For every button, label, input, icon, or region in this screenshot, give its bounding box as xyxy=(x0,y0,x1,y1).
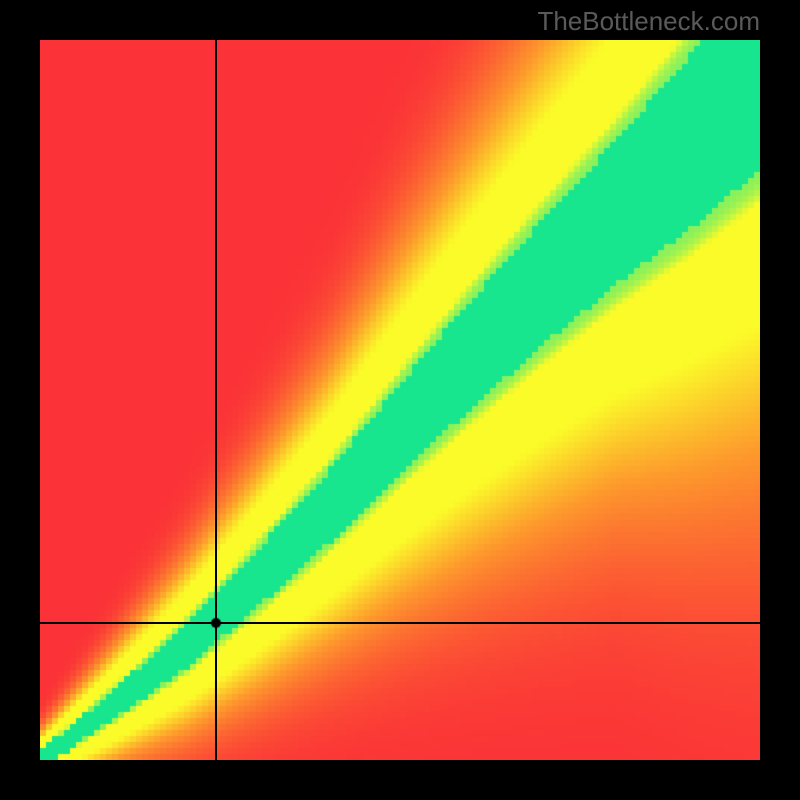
bottleneck-heatmap xyxy=(40,40,760,760)
crosshair-marker xyxy=(209,616,223,630)
watermark-text: TheBottleneck.com xyxy=(537,6,760,37)
crosshair-horizontal xyxy=(40,622,760,624)
crosshair-vertical xyxy=(215,40,217,760)
